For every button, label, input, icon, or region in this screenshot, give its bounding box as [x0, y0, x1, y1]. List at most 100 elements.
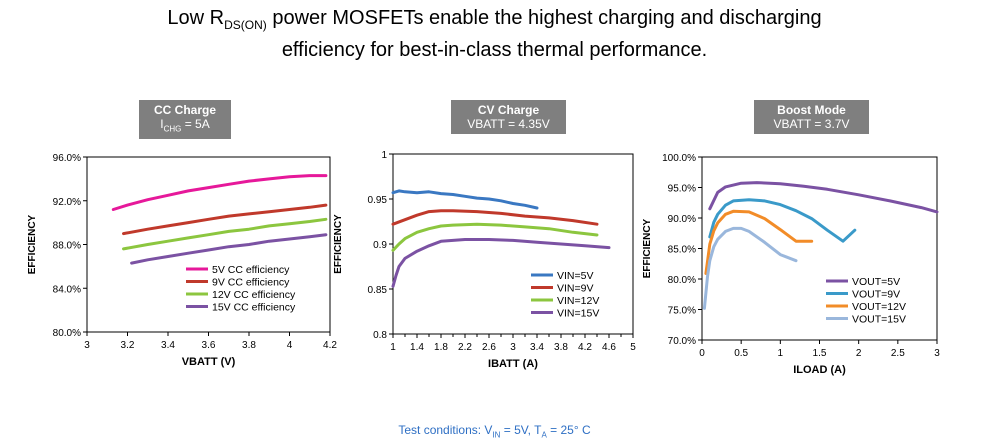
series-line: [391, 222, 599, 252]
series-line: [708, 198, 857, 243]
x-axis-title: VBATT (V): [182, 356, 236, 368]
x-tick-label: 3: [84, 340, 90, 351]
test-conditions-sub-vin: IN: [492, 430, 501, 440]
badge-condition-sub: CHG: [163, 124, 182, 134]
badge-cc-charge: CC Charge ICHG = 5A: [139, 100, 231, 140]
test-conditions-post: = 25° C: [546, 423, 591, 437]
y-tick-label: 96.0%: [53, 153, 81, 164]
legend-label: VIN=15V: [557, 308, 599, 320]
x-tick-label: 3.6: [202, 340, 216, 351]
headline-line-2: efficiency for best-in-class thermal per…: [281, 39, 708, 61]
headline-sub: DS(ON): [224, 18, 267, 32]
x-tick-label: 1.5: [813, 348, 827, 359]
x-tick-label: 3.8: [554, 342, 568, 353]
legend-label: 12V CC efficiency: [212, 289, 296, 301]
test-conditions-pre: Test conditions: V: [398, 423, 493, 437]
y-tick-label: 88.0%: [53, 241, 81, 252]
x-tick-label: 4.2: [578, 342, 592, 353]
legend-label: VOUT=15V: [852, 314, 906, 326]
badge-condition-pre: I: [160, 117, 164, 131]
legend-label: VIN=9V: [557, 283, 593, 295]
legend-label: VOUT=5V: [852, 276, 900, 288]
badge-condition: ICHG = 5A: [139, 117, 231, 136]
series-line: [391, 238, 611, 288]
y-axis-title: EFFICIENCY: [27, 214, 38, 274]
y-tick-label: 0.95: [368, 195, 388, 206]
chart-panel-1: 80.0% 84.0% 88.0% 92.0% 96.0% 3 3.2 3.4 3.6 3.8 4 4…: [27, 153, 337, 368]
legend-label: 5V CC efficiency: [212, 264, 290, 276]
y-tick-label: 80.0%: [53, 328, 81, 339]
y-tick-label: 0.85: [368, 285, 388, 296]
x-tick-label: 2.2: [458, 342, 472, 353]
series-line: [708, 181, 939, 214]
headline-post: power MOSFETs enable the highest chargin…: [266, 7, 822, 29]
x-tick-label: 0.5: [734, 348, 748, 359]
legend-label: 9V CC efficiency: [212, 277, 290, 289]
y-axis-title: EFFICIENCY: [642, 218, 653, 278]
series-line: [122, 217, 328, 251]
y-tick-label: 0.9: [373, 240, 387, 251]
y-tick-label: 95.0%: [668, 184, 696, 195]
badge-title: Boost Mode: [777, 103, 846, 117]
x-tick-label: 1.4: [410, 342, 424, 353]
headline: Low RDS(ON) power MOSFETs enable the hig…: [0, 6, 989, 63]
x-tick-label: 1.8: [434, 342, 448, 353]
badge-cv-charge: CV Charge VBATT = 4.35V: [451, 100, 566, 134]
y-tick-label: 92.0%: [53, 197, 81, 208]
y-tick-label: 1: [381, 150, 387, 161]
legend-label: VOUT=9V: [852, 289, 900, 301]
x-tick-label: 1: [390, 342, 396, 353]
badge-title: CC Charge: [153, 103, 216, 117]
test-conditions-sub-ta: A: [541, 430, 547, 440]
x-tick-label: 1: [778, 348, 784, 359]
y-tick-label: 75.0%: [668, 306, 696, 317]
x-axis-title: ILOAD (A): [793, 364, 846, 376]
legend-label: VIN=12V: [557, 295, 599, 307]
x-tick-label: 3.4: [161, 340, 175, 351]
test-conditions-mid: = 5V, T: [500, 423, 542, 437]
x-tick-label: 0: [699, 348, 705, 359]
x-tick-label: 4.2: [323, 340, 337, 351]
x-tick-label: 2: [856, 348, 862, 359]
badge-condition-post: = 5A: [181, 117, 210, 131]
headline-line-1: Low RDS(ON) power MOSFETs enable the hig…: [0, 6, 989, 38]
x-tick-label: 3.4: [530, 342, 544, 353]
y-axis-title: EFFICIENCY: [333, 214, 344, 274]
x-tick-label: 3.8: [242, 340, 256, 351]
series-line: [122, 203, 328, 236]
legend-label: 15V CC efficiency: [212, 302, 296, 314]
series-line: [391, 209, 599, 226]
x-tick-label: 2.6: [482, 342, 496, 353]
x-tick-label: 3: [510, 342, 516, 353]
chart-panel-3: 70.0% 75.0% 80.0% 85.0% 90.0% 95.0% 100.0% 0 0.5…: [642, 153, 940, 376]
x-tick-label: 3: [934, 348, 940, 359]
y-tick-label: 90.0%: [668, 214, 696, 225]
badge-title: CV Charge: [477, 103, 540, 117]
x-tick-label: 4: [287, 340, 293, 351]
badge-boost-mode: Boost Mode VBATT = 3.7V: [754, 100, 869, 134]
legend-label: VOUT=12V: [852, 301, 906, 313]
x-tick-label: 2.5: [891, 348, 905, 359]
series-line: [130, 233, 328, 265]
test-conditions: Test conditions: VIN = 5V, TA = 25° C: [0, 423, 989, 439]
y-tick-label: 84.0%: [53, 284, 81, 295]
y-tick-label: 100.0%: [662, 153, 696, 164]
legend-label: VIN=5V: [557, 270, 593, 282]
x-tick-label: 4.6: [602, 342, 616, 353]
chart-panel-2: 0.8 0.85 0.9 0.95 1 1 1.4 1.8 2.2 2.6 3 3.4 3.8 4.2 4.…: [333, 150, 636, 370]
x-axis-title: IBATT (A): [488, 358, 538, 370]
series-line: [702, 226, 798, 310]
badge-condition: VBATT = 3.7V: [773, 117, 850, 131]
series-line: [391, 189, 539, 210]
y-tick-label: 0.8: [373, 330, 387, 341]
headline-pre: Low R: [167, 7, 225, 29]
badge-condition: VBATT = 4.35V: [467, 117, 550, 131]
y-tick-label: 70.0%: [668, 336, 696, 347]
series-line: [111, 174, 328, 211]
series-line: [704, 209, 814, 275]
x-tick-label: 5: [630, 342, 636, 353]
y-tick-label: 80.0%: [668, 275, 696, 286]
y-tick-label: 85.0%: [668, 245, 696, 256]
x-tick-label: 3.2: [121, 340, 135, 351]
